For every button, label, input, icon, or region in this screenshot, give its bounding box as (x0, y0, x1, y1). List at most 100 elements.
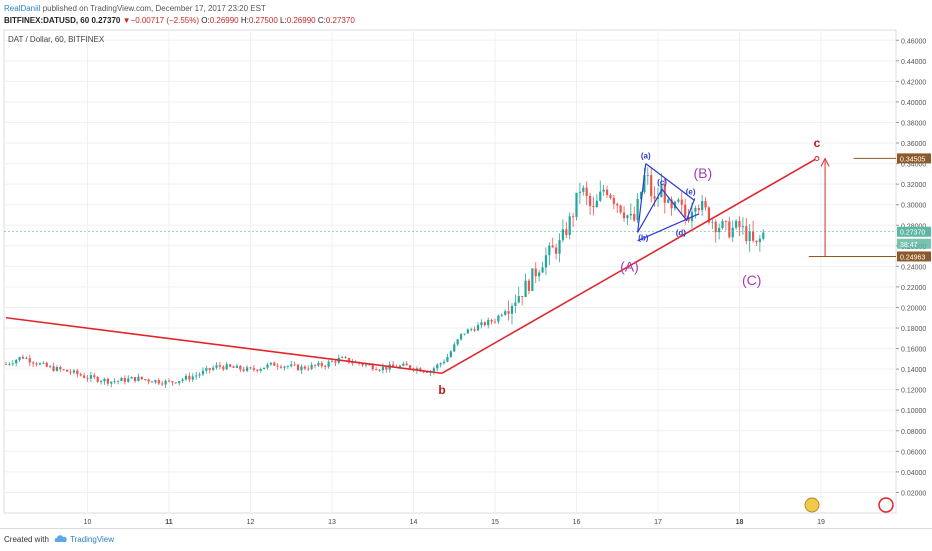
x-tick-label: 13 (328, 519, 336, 526)
candle-body (572, 216, 575, 218)
candle-body (375, 369, 378, 371)
y-tick-label: 0.16000 (901, 347, 926, 354)
tradingview-logo-icon[interactable] (54, 533, 68, 545)
timer-tag (897, 238, 931, 249)
candle-body (157, 380, 160, 384)
price-tag-label: 0.24963 (900, 254, 925, 261)
candle-body (463, 333, 466, 335)
candle-body (215, 365, 218, 368)
candle-body (279, 366, 283, 368)
candle-body (738, 220, 741, 228)
symbol-info: BITFINEX:DATUSD, 60 0.27370 ▼−0.00717 (−… (4, 15, 355, 26)
candle-body (327, 361, 330, 367)
close-value: 0.27370 (325, 16, 355, 25)
candle-body (616, 203, 619, 206)
candle-body (392, 364, 395, 367)
candle-body (55, 367, 59, 371)
candle-body (198, 374, 201, 376)
candle-body (650, 175, 653, 197)
candle-body (368, 364, 371, 366)
trendline-end-point (814, 155, 820, 161)
target-arrow-head (820, 157, 830, 167)
candle-body (422, 371, 425, 373)
candle-body (32, 362, 35, 364)
candle-body (290, 364, 293, 367)
price-axis[interactable]: 0.46000 0.44000 0.42000 0.40000 0.38000 0.360… (896, 38, 931, 497)
y-tick-label: 0.36000 (901, 141, 926, 148)
candle-body (283, 366, 286, 368)
chart-header: RealDaniil published on TradingView.com,… (0, 0, 932, 28)
candle-body (425, 371, 429, 373)
candle-body (521, 296, 524, 298)
candle-body (575, 192, 578, 217)
candle-body (514, 302, 517, 306)
x-tick-label: 15 (491, 519, 499, 526)
candle-body (439, 363, 442, 365)
x-tick-label: 17 (654, 519, 662, 526)
candle-body (555, 247, 558, 254)
price-tag-label: 38:47 (900, 242, 918, 249)
author-link[interactable]: RealDaniil (4, 4, 41, 13)
candle-body (745, 226, 748, 242)
candle-body (385, 366, 388, 370)
candle-body (612, 197, 615, 204)
y-tick-label: 0.08000 (901, 429, 926, 436)
candle-body (762, 232, 765, 239)
candle-body (741, 226, 744, 228)
candle-body (405, 363, 408, 366)
candle-body (137, 376, 140, 381)
tradingview-brand-link[interactable]: TradingView (70, 535, 115, 544)
candle-body (140, 376, 143, 380)
candle-body (517, 296, 520, 303)
candle-body (49, 366, 52, 368)
candle-body (595, 200, 598, 208)
candle-body (636, 198, 639, 221)
candle-body (99, 381, 103, 383)
y-tick-label: 0.38000 (901, 120, 926, 127)
candle-body (266, 364, 269, 368)
candle-body (133, 377, 137, 381)
candle-body (714, 221, 717, 233)
candle-body (123, 377, 126, 382)
candle-body (127, 378, 130, 382)
candle-body (684, 204, 687, 218)
change-arrow-icon: ▼ (122, 16, 131, 25)
candle-body (252, 368, 255, 370)
candle-body (599, 191, 602, 201)
candle-body (534, 268, 537, 277)
time-axis[interactable]: 10 11 12 13 14 15 16 17 18 19 (84, 519, 825, 526)
candle-body (21, 357, 25, 359)
candle-body (218, 365, 222, 367)
label-wave-b: (b) (638, 234, 649, 243)
annotation-lines (4, 155, 896, 375)
candle-body (728, 221, 731, 238)
candle-body (208, 368, 211, 370)
candle-body (116, 380, 120, 382)
y-tick-label: 0.30000 (901, 203, 926, 210)
candle-body (83, 375, 86, 378)
candle-body (551, 245, 554, 248)
candle-body (619, 205, 622, 213)
candle-body (18, 357, 21, 361)
label-wave-a: (a) (641, 151, 651, 160)
candle-body (371, 364, 374, 370)
candle-body (724, 221, 728, 222)
plot-area[interactable] (3, 29, 897, 514)
candle-body (89, 375, 92, 379)
y-tick-label: 0.24000 (901, 264, 926, 271)
candle-body (483, 322, 486, 326)
wave-zigzag (637, 163, 696, 233)
candle-body (487, 320, 490, 326)
candle-body (646, 175, 649, 176)
high-label: H: (240, 16, 249, 25)
candle-body (66, 369, 69, 372)
candle-body (310, 364, 313, 369)
candle-body (643, 175, 646, 193)
publish-info: RealDaniil published on TradingView.com,… (4, 3, 266, 14)
candle-body (76, 370, 79, 375)
candle-body (4, 363, 8, 365)
candle-body (229, 364, 232, 367)
candle-body (755, 240, 758, 243)
candle-body (578, 191, 581, 193)
